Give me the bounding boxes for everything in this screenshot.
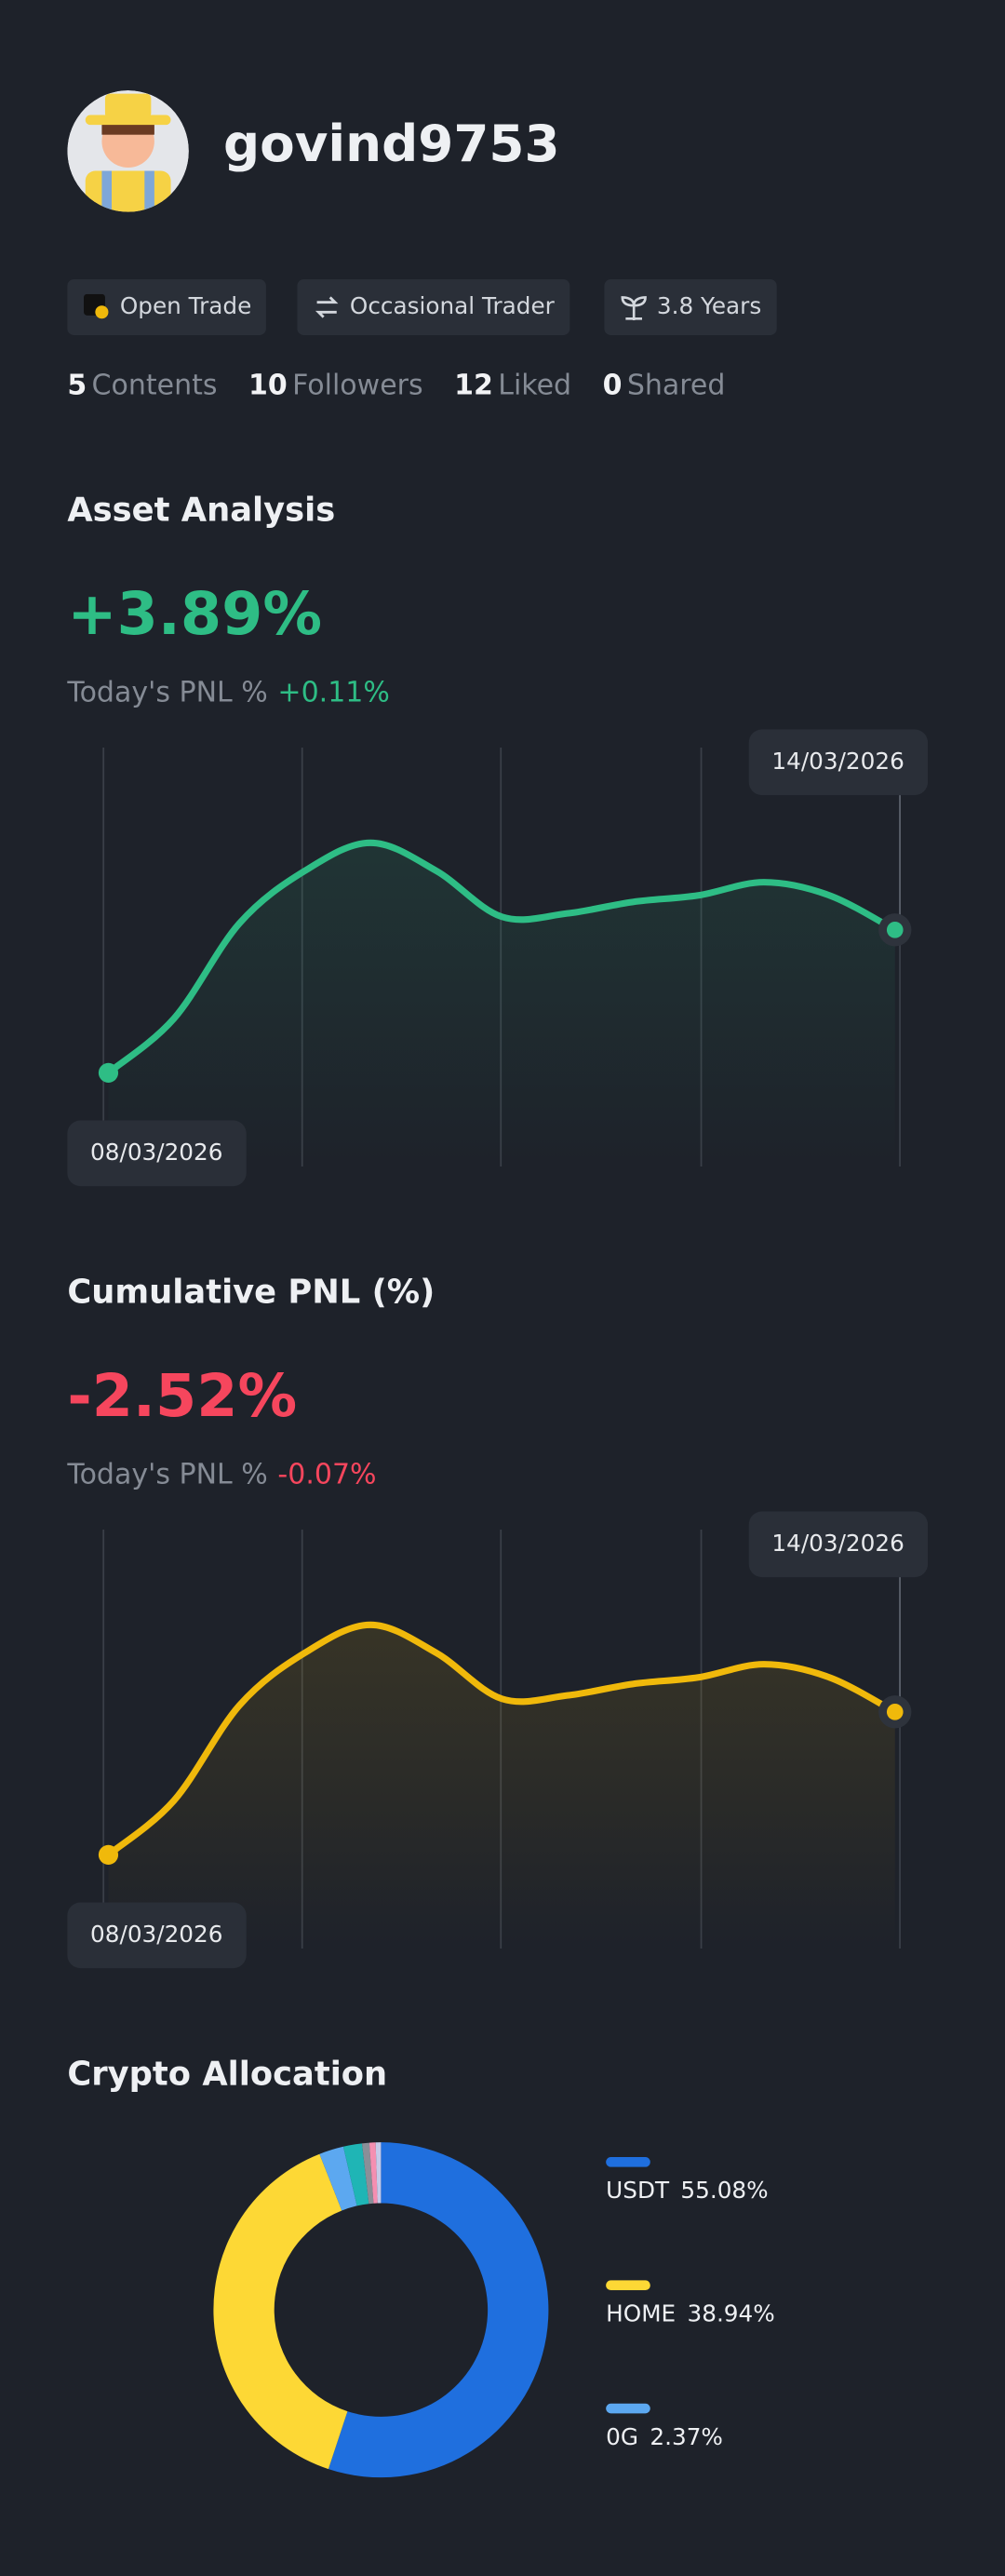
legend-name: HOME (606, 2301, 677, 2328)
headline: +3.89% (67, 581, 322, 650)
stat-value: 0 (602, 370, 623, 403)
pnl-value: +0.11% (277, 677, 390, 710)
badge-label: Occasional Trader (349, 293, 555, 321)
badge: Open Trade (67, 279, 267, 336)
badge-icon (315, 296, 339, 318)
stat-value: 12 (454, 370, 493, 403)
badge: Occasional Trader (297, 279, 570, 336)
donut-slice (375, 2142, 382, 2204)
badge-icon (84, 293, 109, 319)
section-title: Cumulative PNL (%) (67, 1271, 436, 1312)
legend-name: 0G (606, 2424, 639, 2451)
line (104, 1621, 899, 1858)
pnl-label: Today's PNL % (67, 677, 268, 710)
legend-label: 0G 2.37% (606, 2425, 723, 2451)
donut-slice (319, 2146, 357, 2211)
legend-name: USDT (606, 2178, 670, 2205)
badge-label: 3.8 Years (656, 293, 762, 321)
stat-label: Liked (498, 370, 572, 403)
badge-label: Open Trade (119, 293, 252, 321)
badge: 3.8 Years (604, 279, 777, 336)
legend-swatch (606, 2280, 650, 2291)
donut-slice (368, 2142, 378, 2204)
badge-icon (621, 296, 647, 321)
stat-label: Followers (292, 370, 423, 403)
section-title: Asset Analysis (67, 489, 336, 530)
area (108, 843, 895, 1167)
stats-row: 5 Contents 10 Followers 12 Liked 0 Shared (67, 370, 757, 402)
stat-label: Contents (91, 370, 218, 403)
username: govind9753 (223, 115, 560, 175)
legend-swatch (606, 2157, 650, 2167)
stat-value: 10 (248, 370, 288, 403)
headline: -2.52% (67, 1363, 298, 1432)
pnl-row: Today's PNL % +0.11% (67, 677, 390, 709)
donut-slice (213, 2153, 348, 2470)
pnl-row: Today's PNL % -0.07% (67, 1459, 376, 1491)
legend-value: 55.08% (680, 2178, 769, 2205)
line (104, 839, 899, 1076)
legend-label: USDT 55.08% (606, 2178, 768, 2205)
donut-slice (328, 2142, 549, 2478)
date-tooltip: 14/03/2026 (748, 729, 928, 796)
area (108, 1625, 895, 1949)
stat-label: Shared (626, 370, 726, 403)
date-tooltip: 08/03/2026 (67, 1902, 247, 1969)
start-point (98, 1844, 119, 1865)
date-tooltip: 14/03/2026 (748, 1511, 928, 1578)
section-title: Crypto Allocation (67, 2053, 388, 2094)
end-point (886, 1704, 904, 1720)
pnl-value: -0.07% (277, 1459, 377, 1492)
pnl-label: Today's PNL % (67, 1459, 268, 1492)
legend-swatch (606, 2403, 650, 2414)
donut-slice (361, 2142, 374, 2205)
stat-value: 5 (67, 370, 87, 403)
legend-label: HOME 38.94% (606, 2301, 775, 2327)
avatar (67, 90, 189, 212)
legend-value: 2.37% (650, 2424, 723, 2451)
start-point (98, 1062, 119, 1083)
legend-value: 38.94% (687, 2301, 775, 2328)
donut-slice (342, 2143, 369, 2206)
date-tooltip: 08/03/2026 (67, 1120, 247, 1187)
end-point (886, 922, 904, 938)
